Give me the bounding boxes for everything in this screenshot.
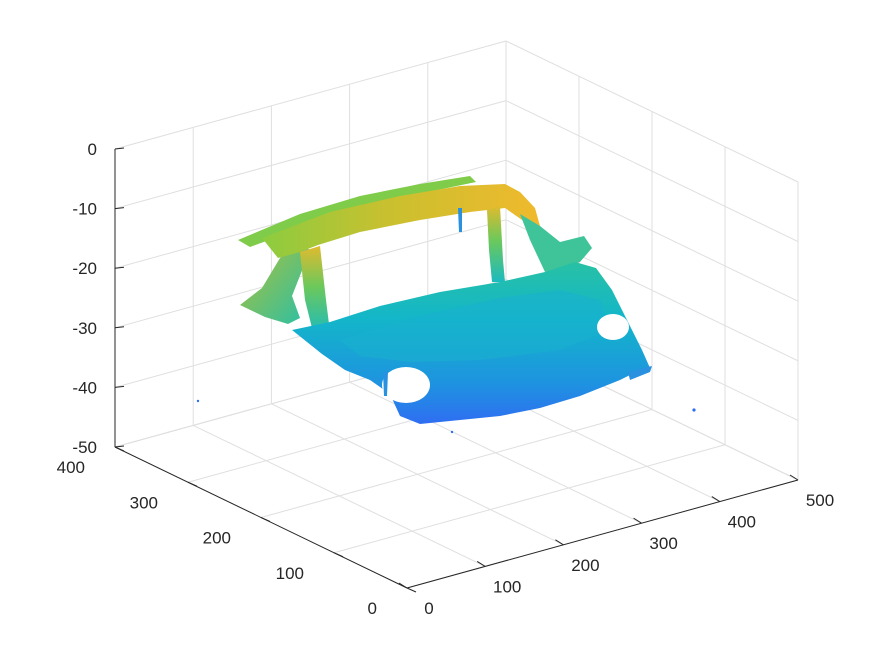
z-tick-label: -20 [72,259,97,278]
x-tick-label: 0 [424,599,433,618]
y-tick-label: 200 [203,529,231,548]
y-tick-mark [407,588,416,592]
stray-point [197,400,199,402]
z-tick-label: -40 [72,378,97,397]
x-tick-mark [634,518,642,523]
z-tick-label: -50 [72,438,97,457]
y-tick-label: 300 [130,493,158,512]
wheel-well-right [597,314,629,340]
x-tick-label: 200 [571,556,599,575]
y-tick-label: 400 [57,458,85,477]
x-tick-label: 100 [493,577,521,596]
y-tick-mark [261,518,270,522]
pillar-left [300,246,330,336]
stray-point [451,431,453,433]
x-tick-mark [555,540,563,545]
z-tick-label: 0 [88,140,97,159]
y-tick-label: 100 [276,564,304,583]
stray-point [692,408,695,411]
y-tick-mark [115,447,124,451]
x-tick-mark [399,583,407,588]
x-tick-mark [477,561,485,566]
x-tick-label: 400 [728,513,756,532]
x-tick-mark [790,475,798,480]
pillar-right [487,206,505,282]
back-wall-grid-line [115,41,506,149]
y-tick-label: 0 [368,599,377,618]
z-tick-label: -30 [72,319,97,338]
x-tick-label: 500 [806,491,834,510]
y-tick-mark [334,553,343,557]
z-tick-label: -10 [72,200,97,219]
floor-grid-line [261,410,652,518]
y-tick-mark [188,482,197,486]
x-tick-label: 300 [649,534,677,553]
roof-right-post [520,214,592,272]
x-axis-line [407,480,798,588]
wheel-well-front [382,367,430,403]
x-tick-mark [712,497,720,502]
